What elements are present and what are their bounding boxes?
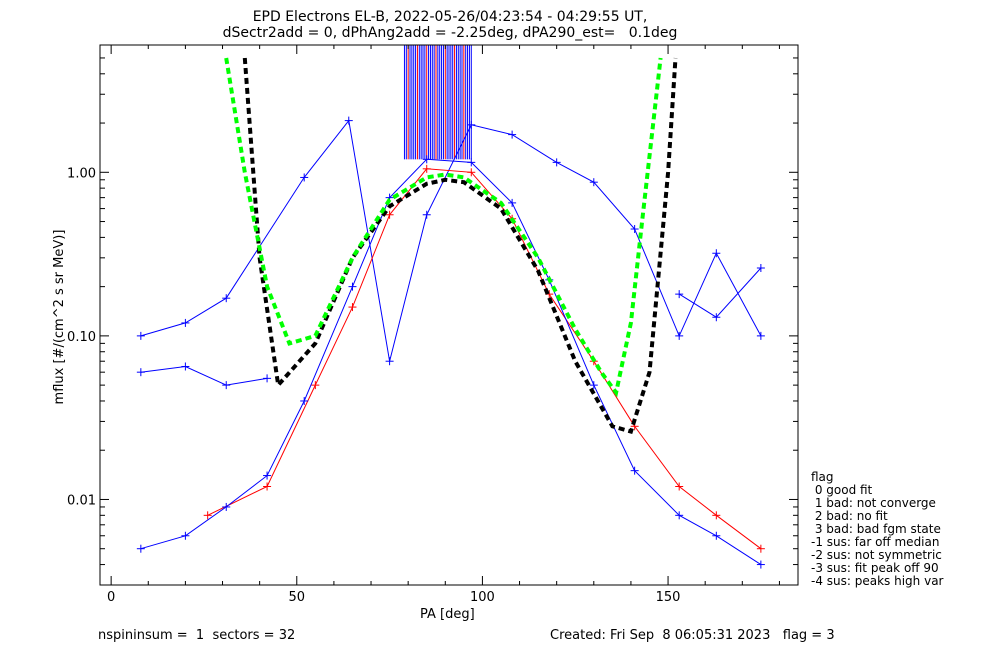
x-tick-label: 150 [656,590,681,605]
data-point [181,362,190,371]
data-point [675,331,684,340]
data-point [467,120,476,129]
data-point [311,381,320,390]
data-point [675,511,684,520]
data-point [712,531,721,540]
legend-item: 2 bad: no fit [811,509,888,523]
fit-line [224,57,663,398]
data-point [675,290,684,299]
y-tick-label: 0.01 [67,493,96,508]
chart-title-line1: EPD Electrons EL-B, 2022-05-26/04:23:54 … [252,9,648,25]
data-point [422,155,431,164]
data-point [467,158,476,167]
data-point [756,331,765,340]
data-point [181,318,190,327]
series-line [140,365,268,386]
fit-line [242,57,678,435]
data-point [422,164,431,173]
legend-item: 1 bad: not converge [811,496,936,510]
legend-item: 0 good fit [811,483,873,497]
chart-title-line2: dSectr2add = 0, dPhAng2add = -2.25deg, d… [222,25,678,41]
data-point [508,198,517,207]
data-point [300,396,309,405]
data-point [756,544,765,553]
legend-item: 3 bad: bad fgm state [811,522,941,536]
x-axis-label: PA [deg] [420,607,475,622]
data-point [589,178,598,187]
x-tick-label: 0 [107,590,115,605]
data-point [467,168,476,177]
data-point [263,482,272,491]
data-point [263,471,272,480]
x-tick-label: 50 [289,590,306,605]
footer-left: nspininsum = 1 sectors = 32 [98,628,296,643]
data-point [222,381,231,390]
data-point [712,313,721,322]
data-point [712,511,721,520]
data-point [222,502,231,511]
data-point [263,374,272,383]
data-point [675,482,684,491]
data-point [630,225,639,234]
data-point [181,531,190,540]
y-tick-label: 1.00 [67,166,96,181]
data-point [348,303,357,312]
data-point [508,130,517,139]
data-point [136,368,145,377]
series-line [678,267,762,318]
data-point [589,381,598,390]
footer-right: Created: Fri Sep 8 06:05:31 2023 flag = … [550,628,835,643]
x-tick-label: 100 [470,590,495,605]
data-point [756,263,765,272]
series-line [140,158,762,566]
data-point [385,210,394,219]
data-point [348,282,357,291]
y-axis-label: mflux [#/(cm^2 s sr MeV)] [52,229,67,405]
legend-title: flag [811,470,834,484]
legend-item: -3 sus: fit peak off 90 [811,561,939,575]
data-point [630,466,639,475]
legend-item: -2 sus: not symmetric [811,548,942,562]
data-point [222,294,231,303]
y-tick-label: 0.10 [67,330,96,345]
data-point [203,511,212,520]
data-point [136,331,145,340]
data-point [422,210,431,219]
data-point [552,158,561,167]
data-point [756,560,765,569]
data-point [385,357,394,366]
data-point [712,249,721,258]
data-point [300,173,309,182]
axis-layer: 0 50 100 150 0.01 0.10 1.00 [67,44,798,605]
legend-item: -4 sus: peaks high var [811,574,944,588]
data-layer [136,45,765,569]
plot-frame [99,44,799,586]
data-point [136,544,145,553]
data-point [344,116,353,125]
series-line [207,168,762,550]
legend-item: -1 sus: far off median [811,535,940,549]
